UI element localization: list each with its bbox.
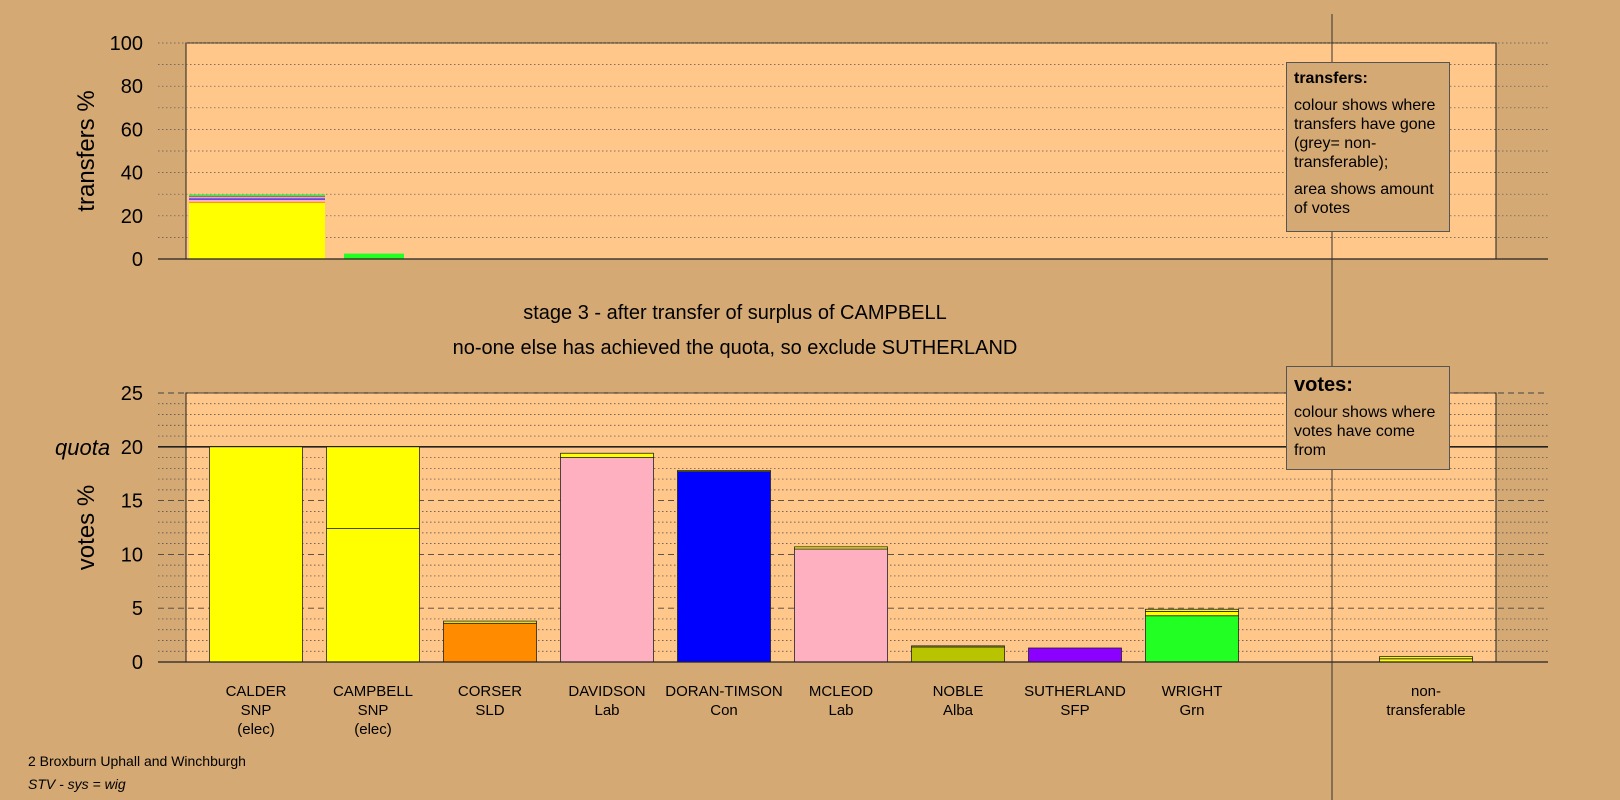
vote-bar-segment — [1379, 656, 1473, 660]
vote-bar-segment — [443, 620, 537, 624]
candidate-party-label: SFP — [1060, 702, 1089, 719]
votes-tick-label: 25 — [121, 383, 143, 405]
stage-title: stage 3 - after transfer of surplus of C… — [523, 302, 947, 324]
candidate-status-label: (elec) — [237, 721, 275, 738]
candidate-name-label: NOBLE — [933, 683, 984, 700]
ward-name: 2 Broxburn Uphall and Winchburgh — [28, 753, 246, 769]
transfers-legend-text: colour shows where transfers have gone (… — [1294, 97, 1436, 171]
vote-bar-segment — [677, 471, 771, 663]
vote-bar-segment — [794, 548, 888, 663]
stage-subtitle: no-one else has achieved the quota, so e… — [453, 337, 1018, 359]
transfers-tick-label: 20 — [121, 206, 143, 228]
vote-bar-segment — [911, 646, 1005, 663]
votes-tick-label: 10 — [121, 544, 143, 566]
candidate-party-label: Con — [710, 702, 738, 719]
transfer-bar-segment — [344, 253, 404, 259]
candidate-name-label: CAMPBELL — [333, 683, 413, 700]
vote-bar-segment — [326, 528, 420, 663]
footer: 2 Broxburn Uphall and Winchburgh STV - s… — [28, 750, 246, 796]
candidate-name-label: WRIGHT — [1162, 683, 1223, 700]
candidate-name-label: MCLEOD — [809, 683, 873, 700]
candidate-name-label: DAVIDSON — [568, 683, 645, 700]
transfers-plot-area — [185, 42, 1497, 260]
candidate-name-label: non- — [1411, 683, 1441, 700]
vote-bar-segment — [677, 470, 771, 472]
vote-bar-segment — [911, 645, 1005, 648]
transfers-tick-label: 100 — [110, 33, 143, 55]
transfers-tick-label: 40 — [121, 163, 143, 185]
candidate-name-label: SUTHERLAND — [1024, 683, 1126, 700]
vote-bar-segment — [1028, 647, 1122, 663]
candidate-name-label: CALDER — [226, 683, 287, 700]
transfer-bar-segment — [189, 194, 325, 195]
votes-tick-label: 5 — [132, 598, 143, 620]
transfers-plot: 0 20 40 60 80 100 transfers % — [73, 33, 1548, 271]
votes-tick-label: 0 — [132, 652, 143, 674]
candidate-party-label: Lab — [594, 702, 619, 719]
candidate-party-label: SLD — [475, 702, 504, 719]
transfer-bar-segment — [189, 194, 325, 197]
transfer-bar-segment — [189, 199, 325, 202]
transfers-legend-area-text: area shows amount of votes — [1294, 181, 1434, 217]
quota-label: quota — [55, 435, 110, 460]
vote-bar-segment — [1145, 615, 1239, 663]
transfers-tick-label: 80 — [121, 76, 143, 98]
vote-bar-segment — [560, 457, 654, 663]
vote-bar-segment — [794, 546, 888, 550]
votes-axis-label: votes % — [73, 485, 100, 570]
transfers-legend-title: transfers: — [1294, 70, 1368, 87]
transfers-axis-label: transfers % — [73, 90, 100, 211]
votes-legend-text: colour shows where votes have come from — [1294, 404, 1436, 459]
candidate-party-label: SNP — [358, 702, 389, 719]
votes-legend: votes: colour shows where votes have com… — [1286, 366, 1450, 470]
transfer-bar-segment — [189, 202, 325, 259]
transfers-tick-label: 60 — [121, 119, 143, 141]
candidate-status-label: (elec) — [354, 721, 392, 738]
candidate-party-label: Grn — [1179, 702, 1204, 719]
votes-tick-label: 20 — [121, 437, 143, 459]
candidate-party-label: SNP — [241, 702, 272, 719]
vote-bar-segment — [1145, 611, 1239, 617]
transfer-bar-segment — [189, 196, 325, 198]
transfer-bar-segment — [189, 198, 325, 200]
candidate-party-label: Lab — [828, 702, 853, 719]
candidate-party-label: Alba — [943, 702, 974, 719]
votes-tick-label: 15 — [121, 491, 143, 513]
transfers-tick-label: 0 — [132, 249, 143, 271]
vote-bar-segment — [1145, 608, 1239, 612]
vote-bar-segment — [560, 452, 654, 458]
system-note: STV - sys = wig — [28, 776, 126, 792]
transfers-legend: transfers: colour shows where transfers … — [1286, 62, 1450, 232]
vote-bar-segment — [209, 446, 303, 663]
transfer-bar-segment — [189, 201, 325, 203]
candidate-party-label: transferable — [1386, 702, 1465, 719]
votes-legend-title: votes: — [1294, 374, 1353, 396]
transfer-bar-segment — [189, 196, 325, 197]
transfer-bar-segment — [189, 197, 325, 199]
candidate-name-label: DORAN-TIMSON — [665, 683, 783, 700]
vote-bar-segment — [443, 622, 537, 663]
candidate-name-label: CORSER — [458, 683, 522, 700]
votes-plot: 0 5 10 15 20 25 quota votes % CALDER SNP (elec) CAM… — [55, 383, 1548, 738]
vote-bar-segment — [326, 446, 420, 529]
